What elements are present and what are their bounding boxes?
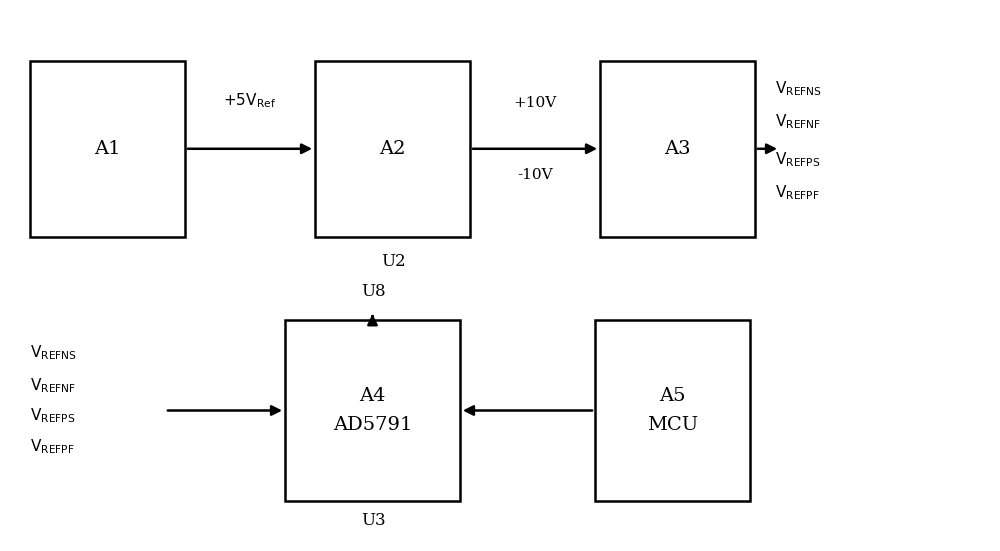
Text: $\mathrm{V}_{\mathrm{REFPF}}$: $\mathrm{V}_{\mathrm{REFPF}}$	[775, 183, 820, 202]
Text: U3: U3	[361, 512, 385, 529]
Text: +10V: +10V	[513, 96, 557, 110]
Text: $\mathrm{V}_{\mathrm{REFNF}}$: $\mathrm{V}_{\mathrm{REFNF}}$	[775, 112, 821, 131]
Text: U2: U2	[381, 253, 405, 270]
Bar	[285, 320, 460, 501]
Text: $\mathrm{V}_{\mathrm{REFNS}}$: $\mathrm{V}_{\mathrm{REFNS}}$	[30, 343, 77, 362]
Bar	[30, 61, 185, 237]
Bar	[595, 320, 750, 501]
Bar	[600, 61, 755, 237]
Text: $\mathrm{V}_{\mathrm{REFPS}}$: $\mathrm{V}_{\mathrm{REFPS}}$	[30, 407, 76, 425]
Text: A1: A1	[94, 140, 121, 158]
Text: A2: A2	[379, 140, 406, 158]
Text: $\mathrm{V}_{\mathrm{REFNS}}$: $\mathrm{V}_{\mathrm{REFNS}}$	[775, 79, 822, 98]
Text: U8: U8	[361, 283, 385, 300]
Text: A4
AD5791: A4 AD5791	[333, 387, 412, 434]
Text: A3: A3	[664, 140, 691, 158]
Text: $\mathrm{V}_{\mathrm{REFPF}}$: $\mathrm{V}_{\mathrm{REFPF}}$	[30, 437, 75, 456]
Text: $\mathrm{V}_{\mathrm{REFNF}}$: $\mathrm{V}_{\mathrm{REFNF}}$	[30, 376, 76, 395]
Text: -10V: -10V	[517, 168, 553, 182]
Text: $\mathrm{V}_{\mathrm{REFPS}}$: $\mathrm{V}_{\mathrm{REFPS}}$	[775, 150, 821, 169]
Text: $+5\mathrm{V}_{\mathrm{Ref}}$: $+5\mathrm{V}_{\mathrm{Ref}}$	[223, 91, 277, 110]
Bar	[315, 61, 470, 237]
Text: A5
MCU: A5 MCU	[647, 387, 698, 434]
